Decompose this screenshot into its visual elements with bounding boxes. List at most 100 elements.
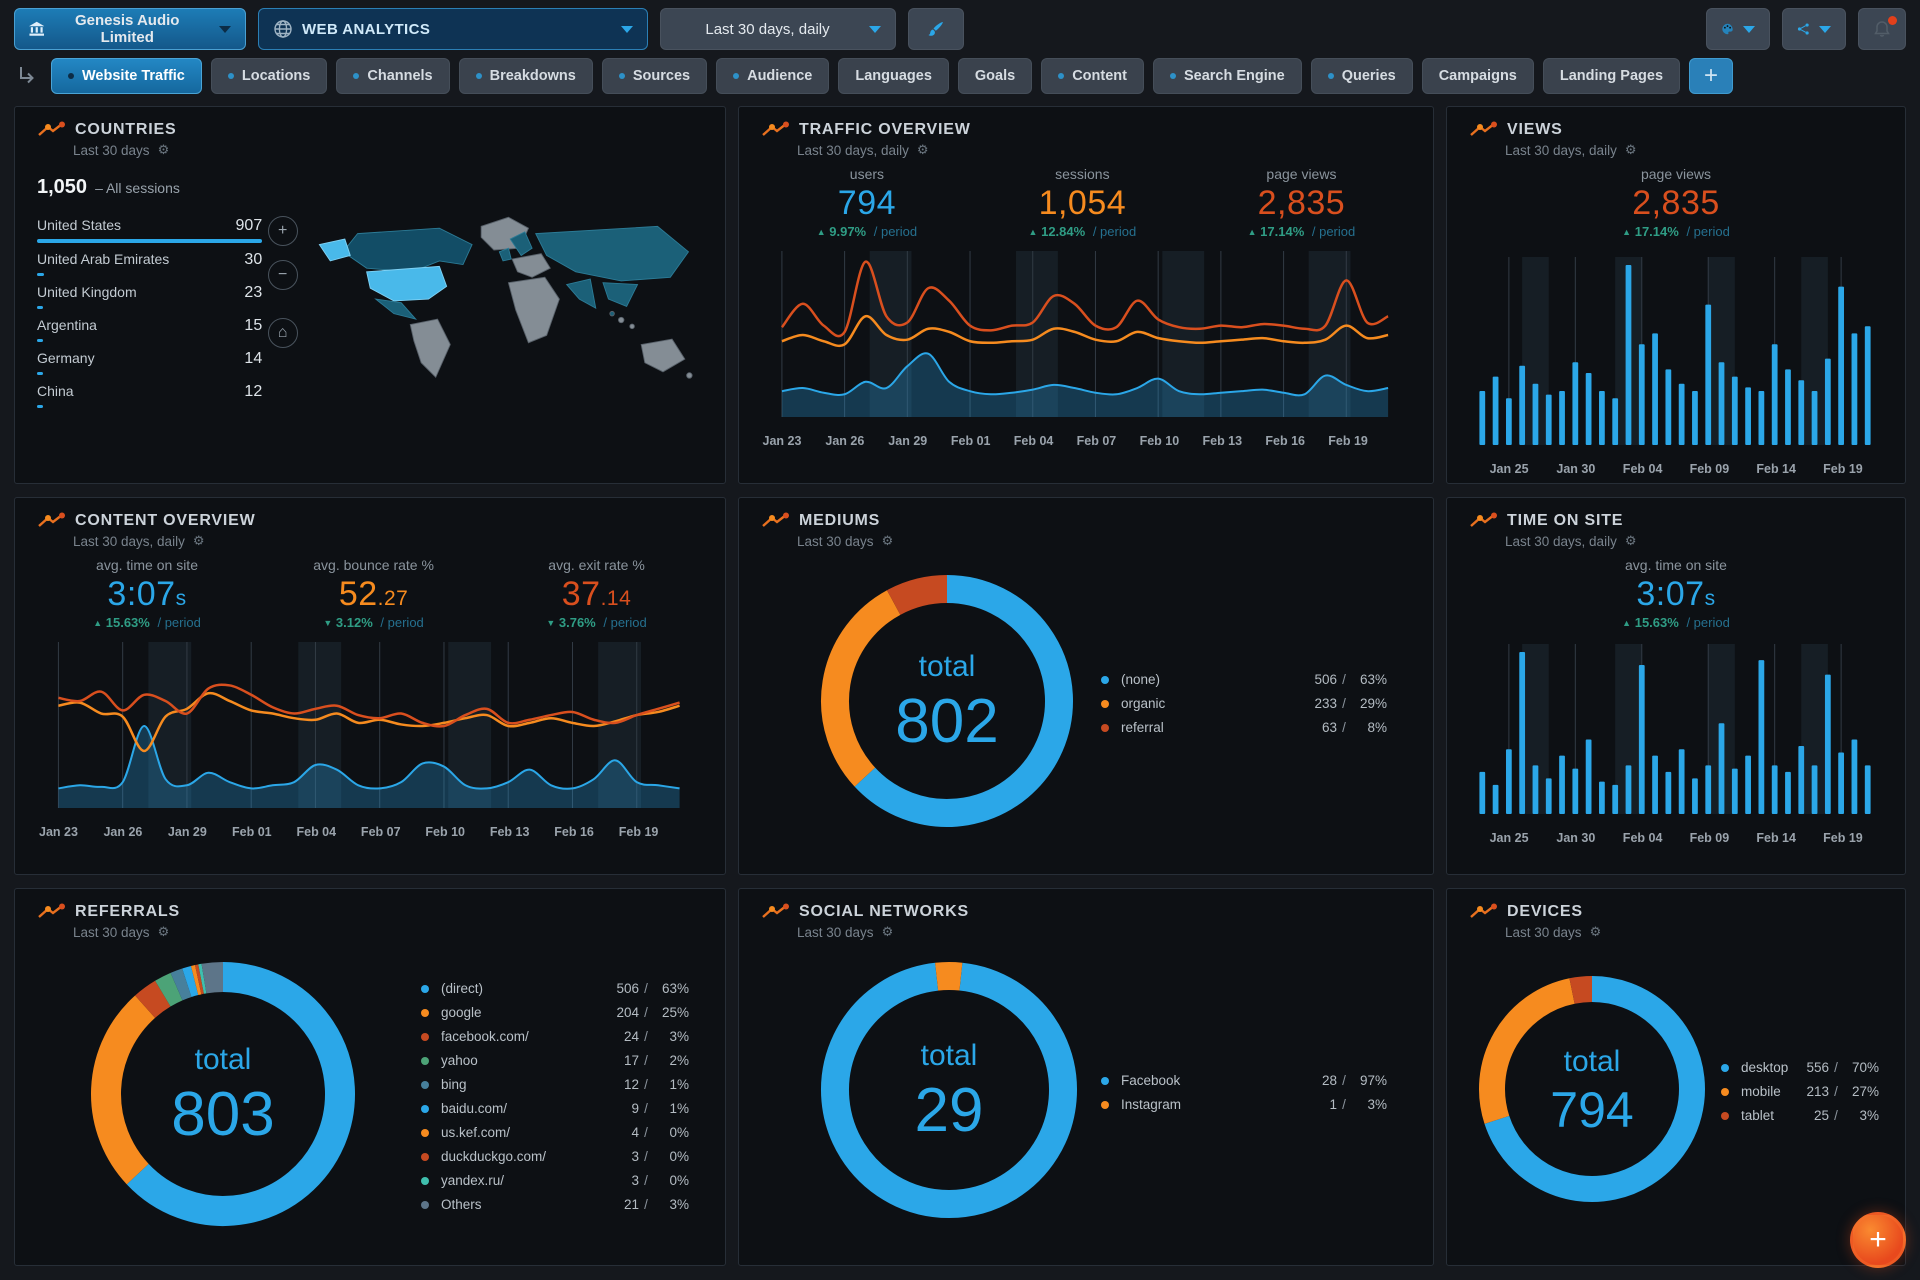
country-name: China: [37, 383, 74, 399]
gear-icon[interactable]: ⚙: [1624, 534, 1637, 549]
tab-audience[interactable]: Audience: [716, 58, 830, 94]
legend-row[interactable]: Others 21/3%: [421, 1193, 689, 1217]
x-axis-label: Feb 09: [1689, 831, 1730, 845]
gear-icon[interactable]: ⚙: [1589, 925, 1602, 940]
x-axis-label: Jan 30: [1556, 462, 1596, 476]
devices-donut: total 794: [1477, 974, 1707, 1209]
country-row[interactable]: United States 907: [37, 209, 263, 243]
stat-label: avg. bounce rate %: [313, 557, 434, 573]
tab-languages[interactable]: Languages: [838, 58, 949, 94]
share-button[interactable]: [1782, 8, 1846, 50]
gear-icon[interactable]: ⚙: [1624, 143, 1637, 158]
stat-value: 2,835: [1632, 184, 1720, 222]
legend-row[interactable]: referral 63/8%: [1101, 716, 1387, 740]
gear-icon[interactable]: ⚙: [916, 143, 929, 158]
legend-label: (direct): [441, 981, 484, 996]
devices-body: total 794 desktop 556/70% mobile 213/27%…: [1469, 974, 1883, 1209]
map-home-button[interactable]: ⌂: [267, 318, 298, 348]
gear-icon[interactable]: ⚙: [881, 534, 894, 549]
legend-row[interactable]: Facebook 28/97%: [1101, 1069, 1387, 1093]
notifications-button[interactable]: [1858, 8, 1906, 50]
legend-values: 9/1%: [631, 1101, 689, 1116]
legend-label: duckduckgo.com/: [441, 1149, 547, 1164]
legend-dot-icon: [421, 1200, 429, 1209]
legend-row[interactable]: us.kef.com/ 4/0%: [421, 1121, 689, 1145]
legend-row[interactable]: (none) 506/63%: [1101, 668, 1387, 692]
legend-row[interactable]: tablet 25/3%: [1721, 1104, 1879, 1128]
legend-row[interactable]: google 204/25%: [421, 1001, 689, 1025]
legend-label: Others: [441, 1197, 482, 1212]
map-zoom-in-button[interactable]: +: [267, 216, 298, 246]
stat-delta: ▲ 12.84% / period: [1028, 224, 1137, 239]
stat-value: 37.14: [561, 575, 632, 613]
tab-website-traffic[interactable]: Website Traffic: [51, 58, 202, 94]
tab-landing-pages[interactable]: Landing Pages: [1542, 58, 1681, 94]
x-axis-label: Feb 04: [1622, 831, 1663, 845]
branch-arrow-icon: [20, 67, 34, 84]
tab-content[interactable]: Content: [1041, 58, 1144, 94]
mediums-donut: total 802: [819, 573, 1075, 834]
date-range-selector[interactable]: Last 30 days, daily: [660, 8, 896, 50]
legend-values: 3/0%: [631, 1149, 689, 1164]
bank-icon: [29, 21, 45, 36]
gear-icon[interactable]: ⚙: [192, 534, 205, 549]
country-name: United States: [37, 217, 122, 233]
delta-arrow-icon: ▼: [323, 618, 333, 628]
tab-search-engine[interactable]: Search Engine: [1152, 58, 1302, 94]
gear-icon[interactable]: ⚙: [157, 143, 170, 158]
country-row[interactable]: Germany 14: [37, 342, 262, 375]
legend-row[interactable]: bing 12/1%: [421, 1073, 689, 1097]
tab-dot-icon: [1169, 73, 1176, 79]
add-tab-button[interactable]: +: [1689, 58, 1734, 94]
country-row[interactable]: United Arab Emirates 30: [37, 243, 262, 276]
country-bar: [37, 273, 45, 276]
legend-row[interactable]: organic 233/29%: [1101, 692, 1387, 716]
legend-label: baidu.com/: [441, 1101, 508, 1116]
stat-label: page views: [1266, 166, 1337, 182]
legend-dot-icon: [1101, 1100, 1109, 1109]
tab-channels[interactable]: Channels: [336, 58, 450, 94]
tab-queries[interactable]: Queries: [1310, 58, 1413, 94]
panel-title: TIME ON SITE: [1507, 512, 1624, 529]
legend-row[interactable]: desktop 556/70%: [1721, 1056, 1879, 1080]
gear-icon[interactable]: ⚙: [881, 925, 894, 940]
annotate-button[interactable]: [908, 8, 964, 50]
legend-values: 24/3%: [623, 1029, 689, 1044]
legend-row[interactable]: duckduckgo.com/ 3/0%: [421, 1145, 689, 1169]
tab-label: Languages: [855, 68, 932, 84]
x-axis-label: Jan 29: [888, 434, 928, 448]
referrals-body: total 803 (direct) 506/63% google 204/25…: [37, 960, 703, 1233]
x-axis-label: Feb 04: [1622, 462, 1663, 476]
views-chart: Jan 25 Jan 30 Feb 04 Feb 09 Feb 14 Feb 19: [1469, 257, 1883, 482]
gear-icon[interactable]: ⚙: [157, 925, 170, 940]
stat-delta: ▲ 17.14% / period: [1622, 224, 1730, 239]
legend-row[interactable]: (direct) 506/63%: [421, 977, 689, 1001]
legend-row[interactable]: mobile 213/27%: [1721, 1080, 1879, 1104]
panel-title: CONTENT OVERVIEW: [75, 512, 256, 529]
panel-referrals: REFERRALS Last 30 days ⚙ total 803 (dire…: [14, 888, 726, 1266]
legend-row[interactable]: Instagram 1/3%: [1101, 1093, 1387, 1117]
tab-breakdowns[interactable]: Breakdowns: [458, 58, 593, 94]
tab-goals[interactable]: Goals: [957, 58, 1033, 94]
legend-row[interactable]: yandex.ru/ 3/0%: [421, 1169, 689, 1193]
country-row[interactable]: United Kingdom 23: [37, 276, 262, 309]
world-map[interactable]: [303, 176, 703, 464]
tab-locations[interactable]: Locations: [210, 58, 328, 94]
country-row[interactable]: China 12: [37, 375, 262, 408]
stat-value: 1,054: [1038, 184, 1127, 222]
legend-row[interactable]: baidu.com/ 9/1%: [421, 1097, 689, 1121]
country-row[interactable]: Argentina 15: [37, 309, 262, 342]
add-widget-button[interactable]: +: [1850, 1212, 1906, 1268]
map-zoom-out-button[interactable]: −: [267, 260, 298, 290]
legend-label: desktop: [1741, 1060, 1789, 1075]
legend-values: 63/8%: [1321, 720, 1387, 735]
dashboard-selector[interactable]: WEB ANALYTICS: [258, 8, 648, 50]
legend-row[interactable]: yahoo 17/2%: [421, 1049, 689, 1073]
theme-button[interactable]: [1706, 8, 1770, 50]
legend-row[interactable]: facebook.com/ 24/3%: [421, 1025, 689, 1049]
tab-sources[interactable]: Sources: [601, 58, 708, 94]
tab-campaigns[interactable]: Campaigns: [1421, 58, 1534, 94]
country-name: Argentina: [37, 317, 97, 333]
panel-title: SOCIAL NETWORKS: [799, 903, 969, 920]
organization-selector[interactable]: Genesis Audio Limited: [14, 8, 246, 50]
